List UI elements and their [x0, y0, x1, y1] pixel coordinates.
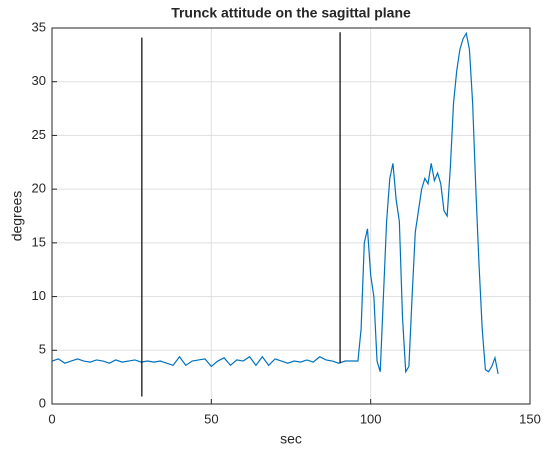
plot-lines	[51, 31, 499, 397]
x-axis-label: sec	[280, 431, 302, 447]
chart-title: Trunck attitude on the sagittal plane	[171, 5, 411, 21]
y-tick-label: 5	[39, 342, 46, 357]
y-tick-label: 35	[32, 19, 46, 34]
x-tick-label: 50	[204, 411, 218, 426]
x-tick-label: 0	[48, 411, 55, 426]
data-line	[51, 31, 499, 375]
y-tick-label: 15	[32, 234, 46, 249]
y-axis-label: degrees	[9, 191, 25, 242]
y-tick-label: 20	[32, 181, 46, 196]
y-tick-label: 10	[32, 288, 46, 303]
x-tick-label: 100	[360, 411, 382, 426]
y-tick-label: 0	[39, 395, 46, 410]
y-tick-label: 25	[32, 127, 46, 142]
y-tick-label: 30	[32, 73, 46, 88]
x-tick-label: 150	[519, 411, 541, 426]
axes-box	[51, 27, 531, 405]
